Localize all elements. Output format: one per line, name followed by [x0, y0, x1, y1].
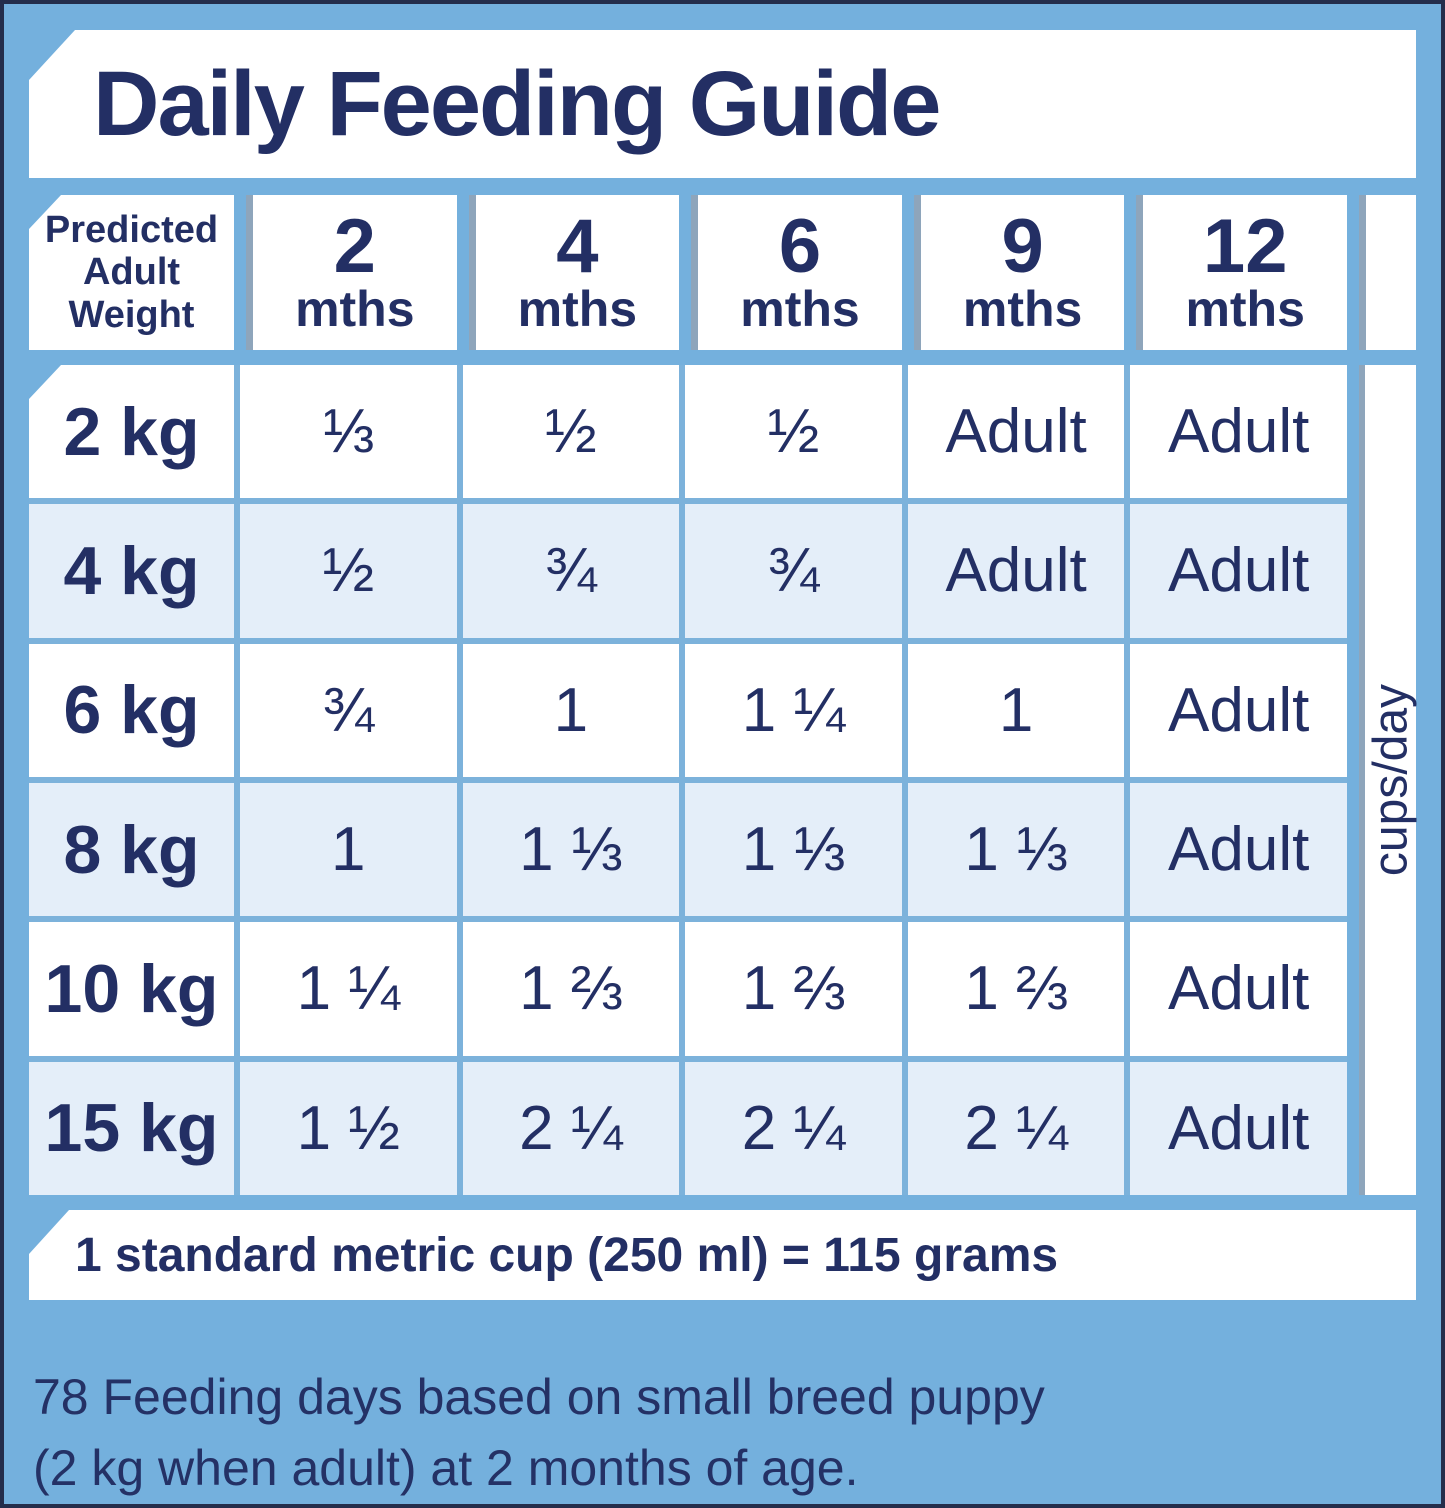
feeding-amount-cell: ½: [685, 365, 902, 499]
column-header-value: 2: [333, 204, 376, 290]
header-spacer-cell: [1359, 195, 1416, 350]
feeding-amount-cell: 1 ½: [240, 1061, 457, 1195]
feeding-amount-cell: ½: [462, 365, 680, 499]
feeding-amount-cell: 1 ⅔: [907, 922, 1125, 1056]
feeding-amount-cell: Adult: [1130, 365, 1347, 499]
column-header-4-mths: 4 mths: [468, 195, 680, 350]
feeding-amount-cell: Adult: [1130, 922, 1347, 1056]
feeding-amount-cell: 1 ⅓: [462, 782, 680, 917]
feeding-amount-cell: ¾: [685, 504, 902, 638]
feeding-amount-cell: 1: [462, 643, 680, 777]
column-header-value: 4: [556, 204, 599, 290]
column-header-unit: mths: [962, 280, 1083, 337]
column-header-9-mths: 9 mths: [913, 195, 1125, 350]
feeding-amount-cell: Adult: [907, 504, 1125, 638]
feeding-amount-cell: ¾: [240, 643, 457, 777]
corner-header-line: Predicted: [44, 208, 219, 251]
corner-header-line: Weight: [68, 293, 195, 336]
column-header-value: 12: [1202, 204, 1288, 290]
feeding-amount-cell: 1 ⅔: [462, 922, 680, 1056]
corner-header-line: Adult: [82, 251, 181, 294]
feeding-days-note-line: 78 Feeding days based on small breed pup…: [33, 1369, 1045, 1425]
column-header-12-mths: 12 mths: [1136, 195, 1347, 350]
feeding-amount-cell: 1: [240, 782, 457, 917]
table-body-region: 2 kg ⅓ ½ ½ Adult Adult 4 kg ½ ¾ ¾ Adult Adult 6 kg ¾ 1…: [29, 365, 1417, 1195]
column-header-value: 6: [778, 204, 822, 290]
column-header-unit: mths: [740, 280, 860, 337]
column-header-2-mths: 2 mths: [246, 195, 457, 350]
feeding-amount-cell: 1: [907, 643, 1125, 777]
feeding-days-note: 78 Feeding days based on small breed pup…: [29, 1362, 1416, 1504]
row-weight-label: 2 kg: [29, 365, 234, 499]
page-title: Daily Feeding Guide: [93, 52, 941, 155]
column-header-6-mths: 6 mths: [691, 195, 902, 350]
table-header-row: Predicted Adult Weight 2 mths 4 mths 6 m…: [29, 195, 1416, 350]
feeding-days-note-line: (2 kg when adult) at 2 months of age.: [33, 1440, 859, 1496]
row-weight-label: 10 kg: [29, 922, 234, 1056]
feeding-amount-cell: 1 ⅓: [685, 782, 902, 917]
feeding-amount-cell: ⅓: [240, 365, 457, 499]
feeding-amount-cell: 1 ¼: [240, 922, 457, 1056]
cups-per-day-strip: cups/day: [1359, 365, 1417, 1195]
column-header-unit: mths: [295, 280, 415, 337]
feeding-amount-cell: Adult: [1130, 782, 1347, 917]
feeding-amount-cell: ½: [240, 504, 457, 638]
row-weight-label: 8 kg: [29, 782, 234, 917]
cups-per-day-label: cups/day: [1364, 683, 1417, 877]
feeding-table-body: 2 kg ⅓ ½ ½ Adult Adult 4 kg ½ ¾ ¾ Adult Adult 6 kg ¾ 1…: [29, 365, 1347, 1195]
feeding-amount-cell: 2 ¼: [462, 1061, 680, 1195]
feeding-amount-cell: 1 ⅔: [685, 922, 902, 1056]
feeding-amount-cell: 2 ¼: [907, 1061, 1125, 1195]
corner-header-predicted-adult-weight: Predicted Adult Weight: [29, 195, 234, 350]
feeding-amount-cell: Adult: [907, 365, 1125, 499]
row-weight-label: 4 kg: [29, 504, 234, 638]
column-header-value: 9: [1001, 204, 1044, 290]
row-weight-label: 6 kg: [29, 643, 234, 777]
feeding-amount-cell: 1 ⅓: [907, 782, 1125, 917]
row-weight-label: 15 kg: [29, 1061, 234, 1195]
feeding-amount-cell: 2 ¼: [685, 1061, 902, 1195]
title-banner: Daily Feeding Guide: [29, 30, 1416, 178]
cup-conversion-banner: 1 standard metric cup (250 ml) = 115 gra…: [29, 1210, 1416, 1300]
feeding-amount-cell: Adult: [1130, 504, 1347, 638]
column-header-unit: mths: [517, 280, 638, 337]
cup-conversion-text: 1 standard metric cup (250 ml) = 115 gra…: [75, 1228, 1059, 1282]
column-header-unit: mths: [1185, 280, 1305, 337]
feeding-amount-cell: ¾: [462, 504, 680, 638]
feeding-amount-cell: Adult: [1130, 1061, 1347, 1195]
feeding-amount-cell: Adult: [1130, 643, 1347, 777]
feeding-amount-cell: 1 ¼: [685, 643, 902, 777]
